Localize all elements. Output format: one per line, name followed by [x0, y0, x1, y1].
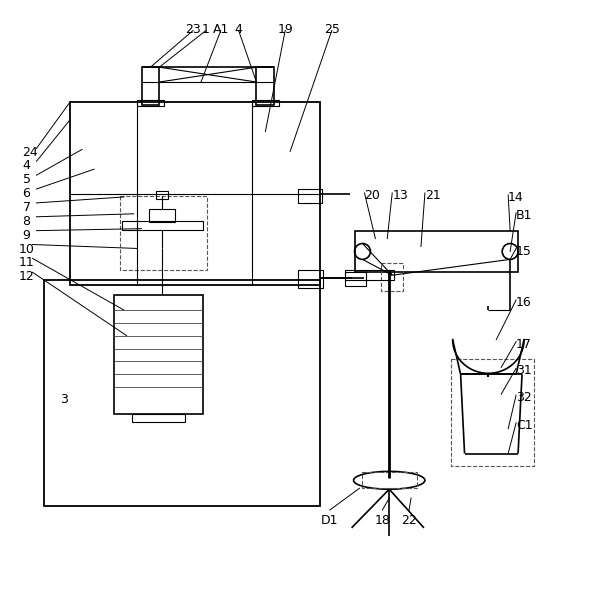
Text: 16: 16 — [516, 296, 532, 309]
Text: A1: A1 — [212, 23, 229, 35]
Bar — [131, 414, 185, 422]
Text: 24: 24 — [23, 146, 38, 159]
Text: 21: 21 — [425, 189, 441, 202]
Text: D1: D1 — [321, 514, 338, 527]
Bar — [344, 270, 394, 280]
Text: 5: 5 — [23, 173, 31, 186]
Text: 22: 22 — [401, 514, 417, 527]
Bar — [381, 264, 403, 291]
Bar — [136, 100, 165, 106]
Text: 17: 17 — [516, 338, 532, 350]
Text: 25: 25 — [324, 23, 340, 35]
Text: 4: 4 — [23, 159, 31, 173]
Text: 12: 12 — [18, 270, 34, 283]
Bar — [451, 359, 534, 467]
Text: 3: 3 — [60, 392, 68, 406]
Text: 10: 10 — [18, 243, 34, 256]
Text: 13: 13 — [392, 189, 408, 202]
Bar — [149, 209, 175, 222]
Bar — [298, 270, 323, 288]
Bar — [44, 280, 320, 506]
Bar — [157, 191, 168, 199]
Text: B1: B1 — [516, 209, 532, 222]
Text: 23: 23 — [185, 23, 201, 35]
Text: 11: 11 — [18, 256, 34, 270]
Text: 20: 20 — [365, 189, 380, 202]
Bar — [70, 102, 320, 285]
Bar — [362, 473, 417, 488]
Text: C1: C1 — [516, 419, 533, 432]
Bar — [344, 273, 367, 286]
Bar — [298, 189, 322, 203]
Text: 4: 4 — [235, 23, 243, 35]
Bar — [122, 221, 203, 229]
Text: 7: 7 — [23, 201, 31, 214]
Text: 14: 14 — [508, 191, 524, 204]
Bar — [257, 67, 274, 105]
Text: 6: 6 — [23, 187, 31, 200]
Bar — [354, 231, 518, 273]
Text: 18: 18 — [375, 514, 391, 527]
Text: 19: 19 — [278, 23, 293, 35]
Text: 15: 15 — [516, 244, 532, 258]
Text: 32: 32 — [516, 391, 532, 404]
Bar — [141, 67, 160, 105]
Text: 31: 31 — [516, 364, 532, 377]
Text: 1: 1 — [202, 23, 210, 35]
Bar — [120, 196, 207, 270]
Bar — [114, 295, 203, 414]
Text: 9: 9 — [23, 229, 31, 241]
Bar — [252, 100, 279, 106]
Text: 8: 8 — [23, 215, 31, 228]
